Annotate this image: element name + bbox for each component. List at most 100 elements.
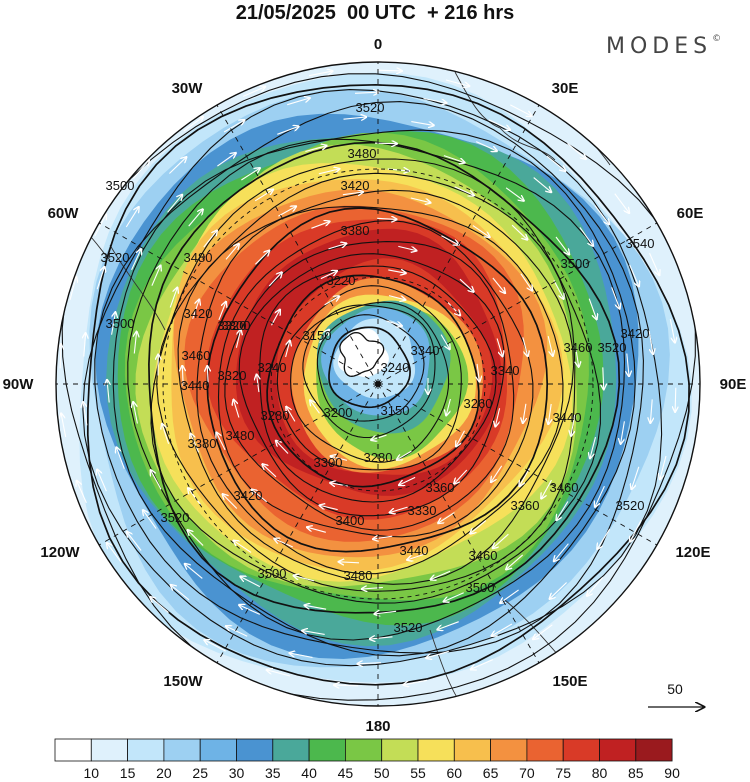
lon-label-90e: 90E bbox=[720, 376, 747, 393]
height-contour-7 bbox=[238, 253, 505, 517]
map-title: 21/05/2025 00 UTC + 216 hrs bbox=[235, 2, 515, 24]
wind-vector-48 bbox=[523, 403, 526, 423]
wind-vector-145 bbox=[594, 205, 609, 225]
wind-vector-76 bbox=[318, 169, 339, 175]
wind-vector-171 bbox=[614, 193, 629, 213]
wind-vector-51 bbox=[339, 562, 360, 563]
wind-vector-5 bbox=[446, 398, 451, 415]
colorbar-tick-label: 75 bbox=[555, 765, 571, 781]
wind-vector-40 bbox=[207, 366, 208, 386]
wind-vector-107 bbox=[239, 605, 261, 615]
wind-vector-106 bbox=[375, 611, 397, 614]
wind-vector-137 bbox=[125, 207, 138, 228]
meridian-300 bbox=[98, 222, 379, 385]
wind-vector-174 bbox=[675, 387, 676, 412]
wind-vector-158 bbox=[77, 481, 87, 504]
wind-vector-98 bbox=[505, 187, 524, 201]
wind-vector-178 bbox=[533, 624, 553, 639]
latitude-circle-0 bbox=[270, 276, 486, 492]
lat-lon-grid bbox=[56, 62, 700, 706]
colorbar-swatch-12 bbox=[490, 738, 528, 762]
brand-name: MODES bbox=[606, 34, 713, 59]
contour-label: 3440 bbox=[553, 410, 582, 425]
wind-vector-130 bbox=[302, 631, 325, 635]
colorbar-tick-label: 80 bbox=[592, 765, 608, 781]
lon-label-150e: 150E bbox=[552, 673, 587, 690]
wind-vector-2 bbox=[310, 400, 320, 414]
contour-label: 3380 bbox=[341, 223, 370, 238]
wind-vector-169 bbox=[510, 104, 531, 116]
wind-vector-157 bbox=[107, 543, 122, 563]
wind-vector-63 bbox=[547, 335, 553, 356]
contour-label: 3520 bbox=[598, 340, 627, 355]
wind-vector-8 bbox=[286, 407, 296, 422]
wind-vector-131 bbox=[171, 585, 190, 601]
height-contour-2 bbox=[302, 304, 436, 439]
contour-label: 3240 bbox=[381, 360, 410, 375]
colorbar-swatch-10 bbox=[417, 738, 455, 762]
wind-vector-13 bbox=[456, 430, 465, 447]
colorbar-swatch-6 bbox=[272, 738, 310, 762]
wind-vector-34 bbox=[495, 408, 501, 426]
wind-vector-147 bbox=[648, 330, 653, 354]
wind-vector-55 bbox=[182, 366, 183, 387]
contour-label: 3320 bbox=[218, 368, 247, 383]
wind-vector-33 bbox=[496, 338, 502, 357]
wind-vector-155 bbox=[290, 653, 313, 659]
wind-vector-11 bbox=[388, 295, 405, 300]
contour-label: 3460 bbox=[564, 340, 593, 355]
coastline-5 bbox=[109, 244, 166, 331]
meridian-210 bbox=[216, 383, 379, 664]
contour-label: 3420 bbox=[341, 178, 370, 193]
wind-vector-172 bbox=[649, 252, 660, 275]
height-contour-4 bbox=[276, 285, 462, 471]
wind-vector-78 bbox=[454, 186, 474, 196]
wind-vector-16 bbox=[276, 441, 289, 454]
colorbar-swatch-2 bbox=[127, 738, 165, 762]
wind-vector-92 bbox=[151, 266, 161, 286]
contour-labels: 3520 3480 3420 3380 3500 3480 3420 3320 3540 3500… bbox=[101, 100, 655, 635]
wind-vector-101 bbox=[603, 367, 604, 389]
wind-vector-45 bbox=[441, 235, 458, 245]
contour-label: 3330 bbox=[408, 503, 437, 518]
wind-vector-165 bbox=[242, 87, 265, 97]
contour-label: 3280 bbox=[261, 408, 290, 423]
wind-vector-123 bbox=[627, 353, 629, 377]
colorbar-tick-label: 40 bbox=[301, 765, 317, 781]
wind-vector-136 bbox=[96, 267, 104, 290]
wind-vector-49 bbox=[491, 465, 503, 482]
wind-vector-116 bbox=[277, 126, 298, 135]
contour-label: 3200 bbox=[324, 405, 353, 420]
wind-vector-39 bbox=[216, 433, 226, 451]
wind-vector-105 bbox=[444, 592, 464, 602]
wind-vector-102 bbox=[590, 436, 597, 458]
colorbar-swatch-1 bbox=[90, 738, 129, 762]
wind-vector-35 bbox=[438, 512, 455, 524]
wind-vector-108 bbox=[185, 564, 203, 579]
wind-vector-12 bbox=[440, 334, 450, 350]
wind-vector-168 bbox=[445, 79, 469, 86]
contour-label: 3220 bbox=[327, 273, 356, 288]
contour-label: 3520 bbox=[161, 510, 190, 525]
map-boundary bbox=[55, 61, 701, 707]
wind-vector-181 bbox=[334, 685, 359, 686]
contour-label: 3320 bbox=[218, 318, 247, 333]
contour-label: 3520 bbox=[394, 620, 423, 635]
wind-vector-176 bbox=[630, 520, 642, 541]
height-contour-6 bbox=[259, 265, 497, 503]
colorbar-swatch-0 bbox=[54, 738, 92, 762]
wind-vector-28 bbox=[235, 330, 240, 348]
wind-vector-149 bbox=[632, 466, 640, 489]
wind-vector-99 bbox=[555, 236, 569, 254]
contour-label: 3540 bbox=[626, 236, 655, 251]
colorbar-tick-label: 45 bbox=[338, 765, 354, 781]
wind-vector-20 bbox=[388, 270, 405, 273]
wind-vector-68 bbox=[294, 576, 315, 582]
wind-vector-27 bbox=[234, 400, 240, 418]
colorbar-swatch-15 bbox=[599, 738, 637, 762]
wind-vector-32 bbox=[459, 278, 474, 292]
wind-vector-160 bbox=[60, 344, 61, 369]
contour-label: 3340 bbox=[491, 363, 520, 378]
contour-label: 3480 bbox=[184, 250, 213, 265]
